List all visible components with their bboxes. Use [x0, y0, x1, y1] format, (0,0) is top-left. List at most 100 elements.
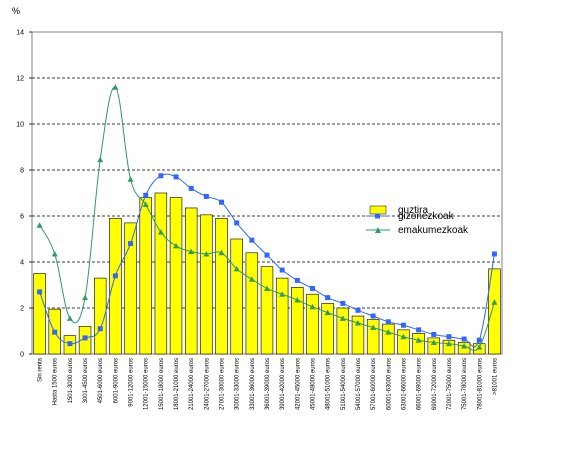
- x-tick-label: 30001-33000 euros: [235, 358, 241, 410]
- bar-guztira: [321, 303, 334, 355]
- y-tick-label: 4: [20, 260, 24, 267]
- x-tick-label: 57001-60000 euros: [371, 358, 377, 410]
- point-emakumezkoak: [112, 84, 119, 90]
- legend-marker-emakumezkoak: [375, 227, 381, 233]
- bar-guztira: [124, 222, 137, 355]
- x-tick-label: 24001-27000 euros: [204, 358, 210, 410]
- bar-guztira: [366, 319, 380, 355]
- point-gizonezkoak: [294, 277, 300, 283]
- bar-guztira: [412, 332, 425, 355]
- point-gizonezkoak: [491, 251, 497, 257]
- x-tick-label: 42001-45000 euros: [295, 358, 301, 410]
- y-tick-label: 6: [20, 214, 24, 221]
- point-emakumezkoak: [339, 315, 346, 321]
- point-emakumezkoak: [476, 344, 483, 350]
- point-emakumezkoak: [309, 303, 316, 310]
- point-gizonezkoak: [52, 329, 58, 335]
- x-tick-label: 45001-48000 euros: [310, 358, 316, 410]
- y-tick-label: 10: [16, 122, 24, 129]
- point-emakumezkoak: [36, 222, 43, 228]
- point-gizonezkoak: [431, 331, 437, 337]
- bar-guztira: [442, 339, 456, 355]
- bar-guztira: [351, 315, 365, 355]
- point-emakumezkoak: [203, 250, 210, 257]
- x-tick-label: 63001-66000 euros: [401, 358, 407, 410]
- point-emakumezkoak: [354, 319, 361, 326]
- point-gizonezkoak: [370, 313, 376, 319]
- bar-guztira: [397, 329, 410, 355]
- point-emakumezkoak: [461, 342, 468, 349]
- bar-guztira: [94, 277, 107, 355]
- y-tick-label: 2: [20, 306, 24, 313]
- point-gizonezkoak: [128, 241, 134, 247]
- point-gizonezkoak: [143, 192, 149, 198]
- y-tick-label: 12: [16, 76, 24, 83]
- point-gizonezkoak: [82, 335, 88, 341]
- point-emakumezkoak: [97, 156, 104, 163]
- point-gizonezkoak: [476, 337, 482, 343]
- x-tick-label: 69001-72000 euros: [432, 358, 438, 410]
- point-emakumezkoak: [248, 276, 255, 282]
- legend-swatch-guztira: [369, 205, 387, 215]
- x-tick-label: >81001 euros: [492, 358, 498, 395]
- x-tick-label: 60001-63000 euros: [386, 358, 392, 410]
- x-tick-label: 4501-6000 euros: [98, 358, 104, 403]
- legend-label-emakumezkoak: emakumezkoak: [398, 225, 469, 236]
- point-gizonezkoak: [385, 319, 391, 325]
- bar-guztira: [154, 192, 168, 355]
- point-emakumezkoak: [157, 229, 164, 235]
- x-tick-label: Hasta 1500 euros: [53, 358, 59, 405]
- point-gizonezkoak: [188, 185, 194, 191]
- bar-guztira: [488, 268, 501, 355]
- point-gizonezkoak: [37, 289, 43, 295]
- x-tick-label: 51001-54000 euros: [341, 358, 347, 410]
- bar-guztira: [184, 207, 198, 355]
- x-tick-label: 12001-15000 euros: [144, 358, 150, 410]
- bar-guztira: [215, 218, 228, 355]
- point-gizonezkoak: [112, 273, 118, 279]
- x-tick-label: 75001-78000 euros: [462, 358, 468, 410]
- y-axis-unit-label: %: [12, 6, 20, 16]
- point-gizonezkoak: [67, 341, 73, 347]
- point-emakumezkoak: [279, 291, 286, 297]
- bar-guztira: [336, 307, 350, 355]
- point-emakumezkoak: [127, 176, 134, 182]
- bar-guztira: [33, 273, 46, 355]
- x-tick-label: 3001-4500 euros: [83, 358, 89, 403]
- bar-guztira: [139, 197, 152, 355]
- point-gizonezkoak: [219, 199, 225, 205]
- x-tick-label: 6001-9000 euros: [113, 358, 119, 403]
- point-emakumezkoak: [491, 299, 498, 305]
- x-tick-label: 15001-18000 euros: [159, 358, 165, 410]
- legend-label-gizonezkoak: gizonezkoak: [398, 211, 455, 222]
- bar-guztira: [260, 266, 274, 355]
- point-emakumezkoak: [233, 265, 240, 272]
- x-tick-label: 66001-69000 euros: [417, 358, 423, 410]
- bar-guztira: [291, 286, 304, 355]
- point-gizonezkoak: [355, 307, 361, 313]
- point-gizonezkoak: [309, 285, 315, 291]
- bar-guztira: [382, 323, 395, 355]
- point-emakumezkoak: [142, 201, 149, 207]
- x-tick-label: 21001-24000 euros: [189, 358, 195, 410]
- bar-guztira: [245, 252, 259, 355]
- point-emakumezkoak: [173, 242, 180, 249]
- y-tick-label: 14: [16, 30, 24, 37]
- y-tick-label: 0: [20, 352, 24, 359]
- legend-marker-gizonezkoak: [375, 213, 380, 219]
- point-emakumezkoak: [294, 296, 301, 303]
- point-emakumezkoak: [218, 249, 225, 256]
- legend: guztira gizonezkoak emakumezkoak: [366, 205, 469, 236]
- x-tick-label: 72001-75000 euros: [447, 358, 453, 410]
- legend-label-guztira: guztira: [398, 205, 428, 216]
- x-tick-label: 54001-57000 euros: [356, 358, 362, 410]
- x-tick-label: Sin renta: [38, 357, 44, 382]
- point-emakumezkoak: [66, 315, 73, 321]
- point-emakumezkoak: [445, 340, 452, 347]
- point-gizonezkoak: [416, 327, 422, 333]
- point-gizonezkoak: [340, 300, 346, 306]
- point-gizonezkoak: [400, 322, 406, 328]
- point-emakumezkoak: [370, 324, 377, 331]
- point-gizonezkoak: [203, 193, 209, 199]
- x-axis-tick-labels: Sin renta Hasta 1500 euros 1501-3000 euros…: [38, 357, 499, 410]
